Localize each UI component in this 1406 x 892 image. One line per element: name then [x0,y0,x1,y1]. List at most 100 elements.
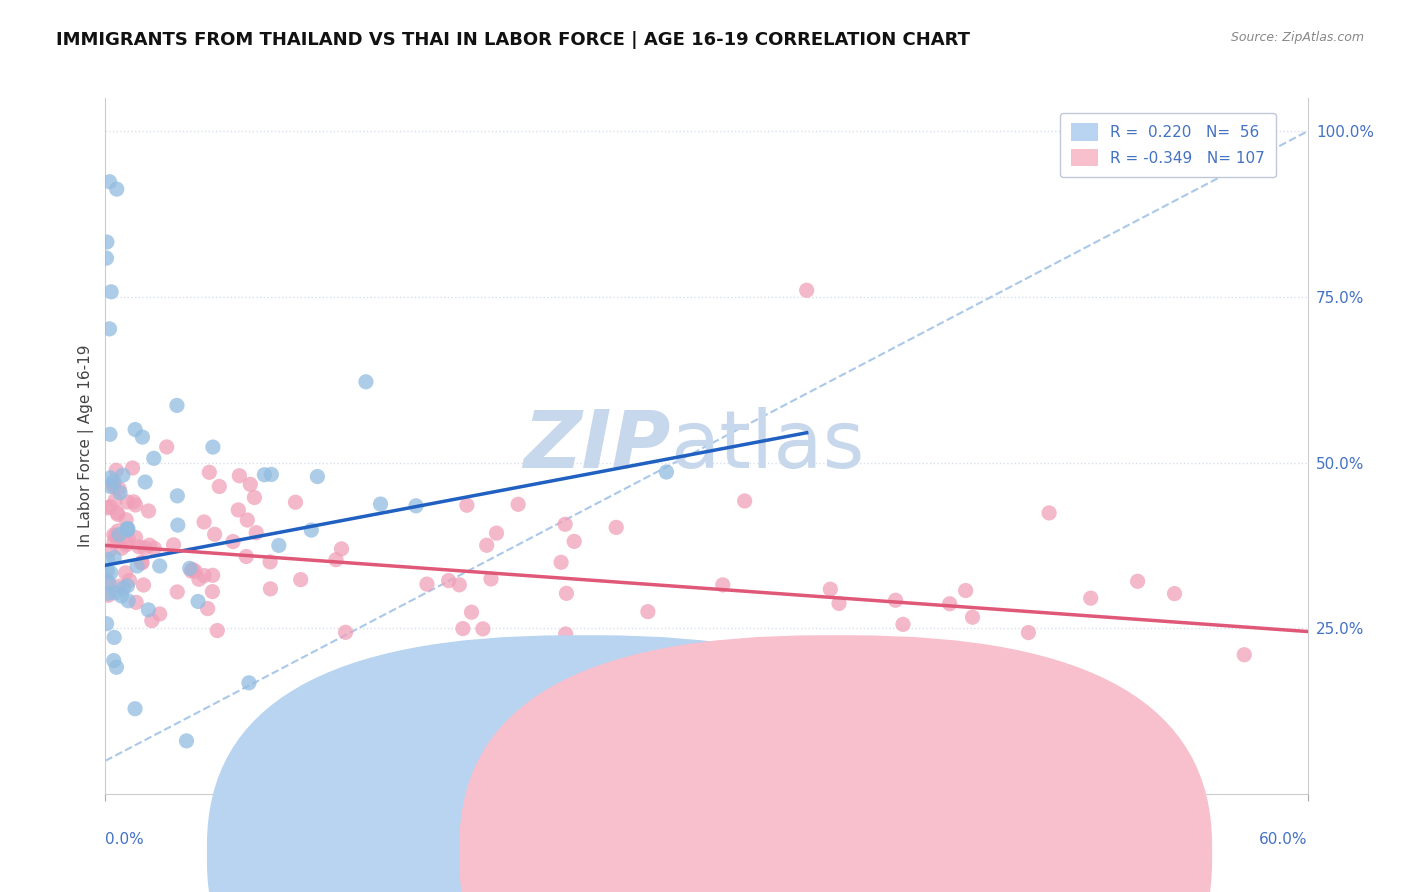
Point [103,477,125,491]
Point [121,461,143,475]
Point [149,607,172,621]
Point [204,527,226,541]
Point [330,541,353,556]
Point [236,513,259,527]
Point [891,617,914,632]
Point [479,572,502,586]
Point [134,475,156,489]
Point [238,676,260,690]
Point [107,524,129,538]
Point [115,538,138,552]
Point [208,479,231,493]
Point [105,182,128,196]
Point [110,541,132,556]
Point [115,513,138,527]
FancyBboxPatch shape [460,636,1212,892]
Point [98,175,121,189]
Text: 0.0%: 0.0% [105,832,145,847]
Point [259,555,281,569]
Point [138,538,160,552]
Point [103,631,125,645]
Point [508,497,530,511]
Point [228,468,250,483]
Point [97,586,120,600]
Point [108,485,131,500]
Point [734,494,756,508]
Point [1163,586,1185,600]
Point [655,465,678,479]
Point [370,497,392,511]
Point [181,563,204,577]
Point [96,574,118,588]
Point [796,283,818,297]
Point [138,504,160,518]
Point [562,534,585,549]
Point [125,595,148,609]
Text: Thais: Thais [890,846,931,861]
Point [554,517,576,532]
Point [149,558,172,573]
Point [1080,591,1102,606]
Text: Immigrants from Thailand: Immigrants from Thailand [607,846,806,861]
Point [555,586,578,600]
Point [132,578,155,592]
Point [124,702,146,716]
Point [290,573,312,587]
Point [187,572,209,586]
Point [415,648,437,662]
Point [122,495,145,509]
Point [108,527,131,541]
Point [354,375,377,389]
Point [193,515,215,529]
Point [198,466,221,480]
Point [105,532,128,546]
Point [117,523,139,537]
Point [485,526,508,541]
Point [142,451,165,466]
Point [828,597,851,611]
Point [96,251,118,265]
Point [97,588,120,602]
Point [267,538,290,552]
Point [117,495,139,509]
Point [1017,625,1039,640]
Point [107,508,129,522]
Text: IMMIGRANTS FROM THAILAND VS THAI IN LABOR FORCE | AGE 16-19 CORRELATION CHART: IMMIGRANTS FROM THAILAND VS THAI IN LABO… [56,31,970,49]
Point [141,614,163,628]
Point [456,498,478,512]
Point [187,594,209,608]
Point [162,538,184,552]
Text: 60.0%: 60.0% [1260,832,1308,847]
Point [103,475,125,489]
Point [335,625,357,640]
Point [127,559,149,574]
Point [405,499,427,513]
Point [96,564,118,578]
Point [449,578,471,592]
Point [108,482,131,496]
Point [124,423,146,437]
Point [118,574,141,588]
Point [1126,574,1149,589]
Point [114,566,136,580]
Point [201,440,224,454]
Point [222,534,245,549]
Point [117,594,139,608]
Point [460,605,482,619]
Point [938,597,960,611]
Point [623,658,645,673]
Point [104,493,127,508]
Point [884,593,907,607]
Point [131,430,153,444]
Y-axis label: In Labor Force | Age 16-19: In Labor Force | Age 16-19 [79,344,94,548]
Text: Source: ZipAtlas.com: Source: ZipAtlas.com [1230,31,1364,45]
Point [124,498,146,512]
Point [98,427,121,442]
Point [475,538,498,552]
Point [180,564,202,578]
Point [134,541,156,555]
Point [166,585,188,599]
Point [100,285,122,299]
Point [1038,506,1060,520]
Point [962,610,984,624]
